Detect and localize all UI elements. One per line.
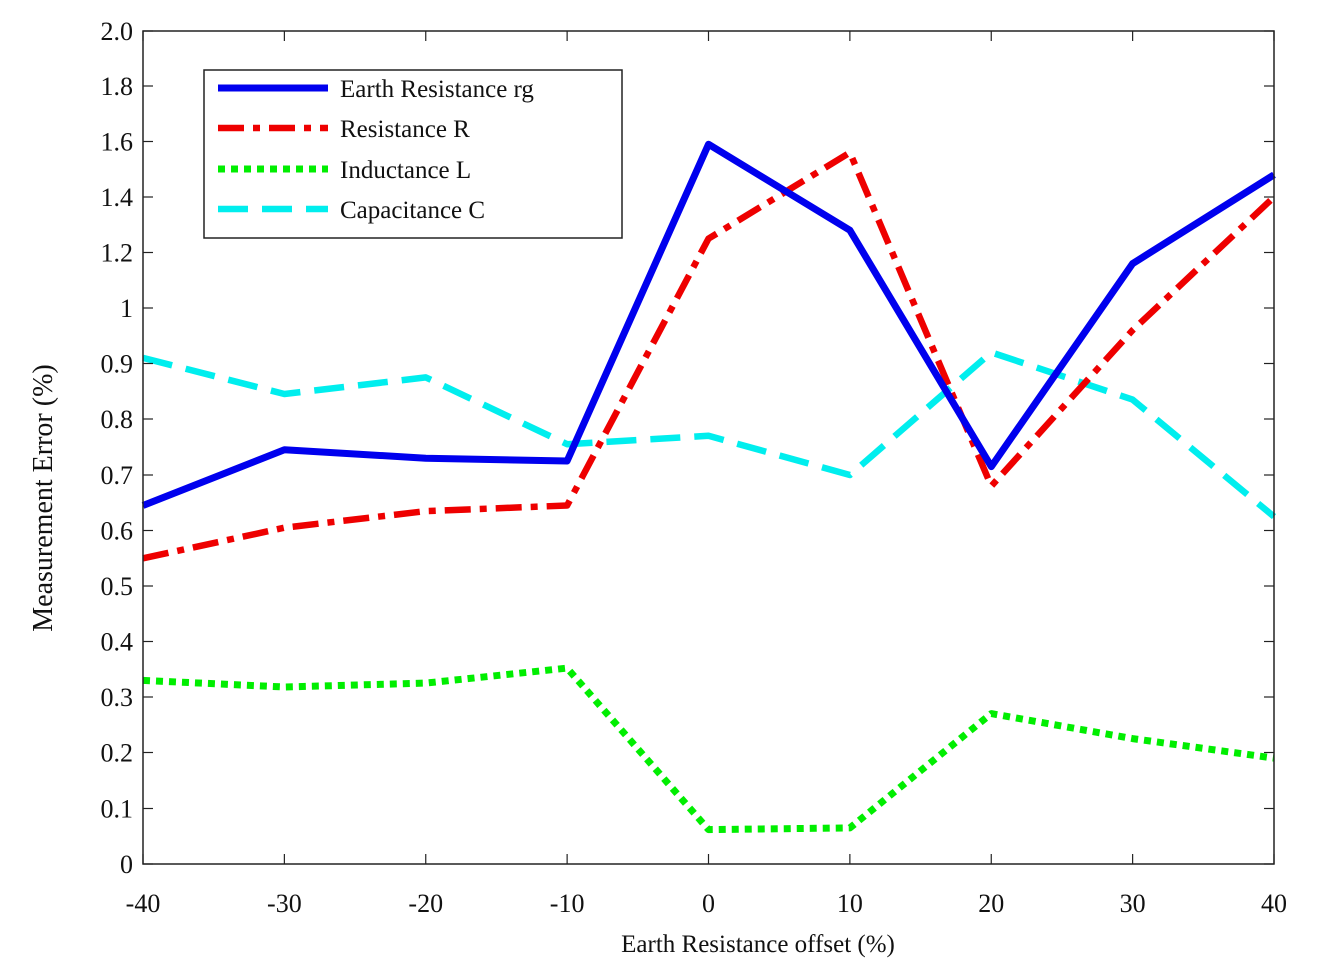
y-tick-label: 1.2 [101,239,134,268]
y-tick-label: 0.9 [101,350,134,379]
x-tick-label: -20 [408,889,443,918]
y-tick-label: 0.2 [101,739,134,768]
x-tick-label: 40 [1261,889,1287,918]
y-tick-label: 1.6 [101,128,134,157]
x-tick-label: 20 [978,889,1004,918]
x-tick-label: -40 [126,889,161,918]
x-tick-label: -30 [267,889,302,918]
y-tick-label: 1.4 [101,183,134,212]
y-tick-label: 0.5 [101,572,134,601]
legend-label: Resistance R [340,116,470,143]
x-tick-label: 0 [702,889,715,918]
x-tick-label: 30 [1120,889,1146,918]
y-tick-label: 0.7 [101,461,134,490]
x-axis-title: Earth Resistance offset (%) [621,931,895,958]
x-tick-label: 10 [837,889,863,918]
y-tick-label: 0.6 [101,517,134,546]
y-axis-title: Measurement Error (%) [28,364,59,631]
y-tick-label: 0.4 [101,628,134,657]
series-line-inductance-l [142,664,1275,834]
y-tick-label: 0 [120,850,133,879]
legend-label: Earth Resistance rg [340,76,534,103]
x-axis: -40 -30 -20 -10 0 10 20 30 40 [126,31,1287,918]
y-tick-label: 0.8 [101,405,134,434]
x-tick-label: -10 [550,889,585,918]
legend-label: Inductance L [340,157,471,184]
series-layer [141,140,1277,834]
y-tick-label: 0.3 [101,683,134,712]
y-tick-label: 1 [120,294,133,323]
legend-label: Capacitance C [340,197,485,224]
y-tick-label: 0.1 [101,795,134,824]
series-line-resistance-r [142,149,1277,562]
y-axis: 0 0.1 0.2 0.3 0.4 0.5 0.6 0.7 0.8 0.9 1 1.2 1.4 1.6 1.… [101,17,1274,879]
series-line-earth-resistance-rg [141,140,1276,509]
legend: Earth Resistance rg Resistance R Inductanc… [203,69,623,239]
y-tick-label: 1.8 [101,72,134,101]
y-tick-label: 2.0 [101,17,134,46]
